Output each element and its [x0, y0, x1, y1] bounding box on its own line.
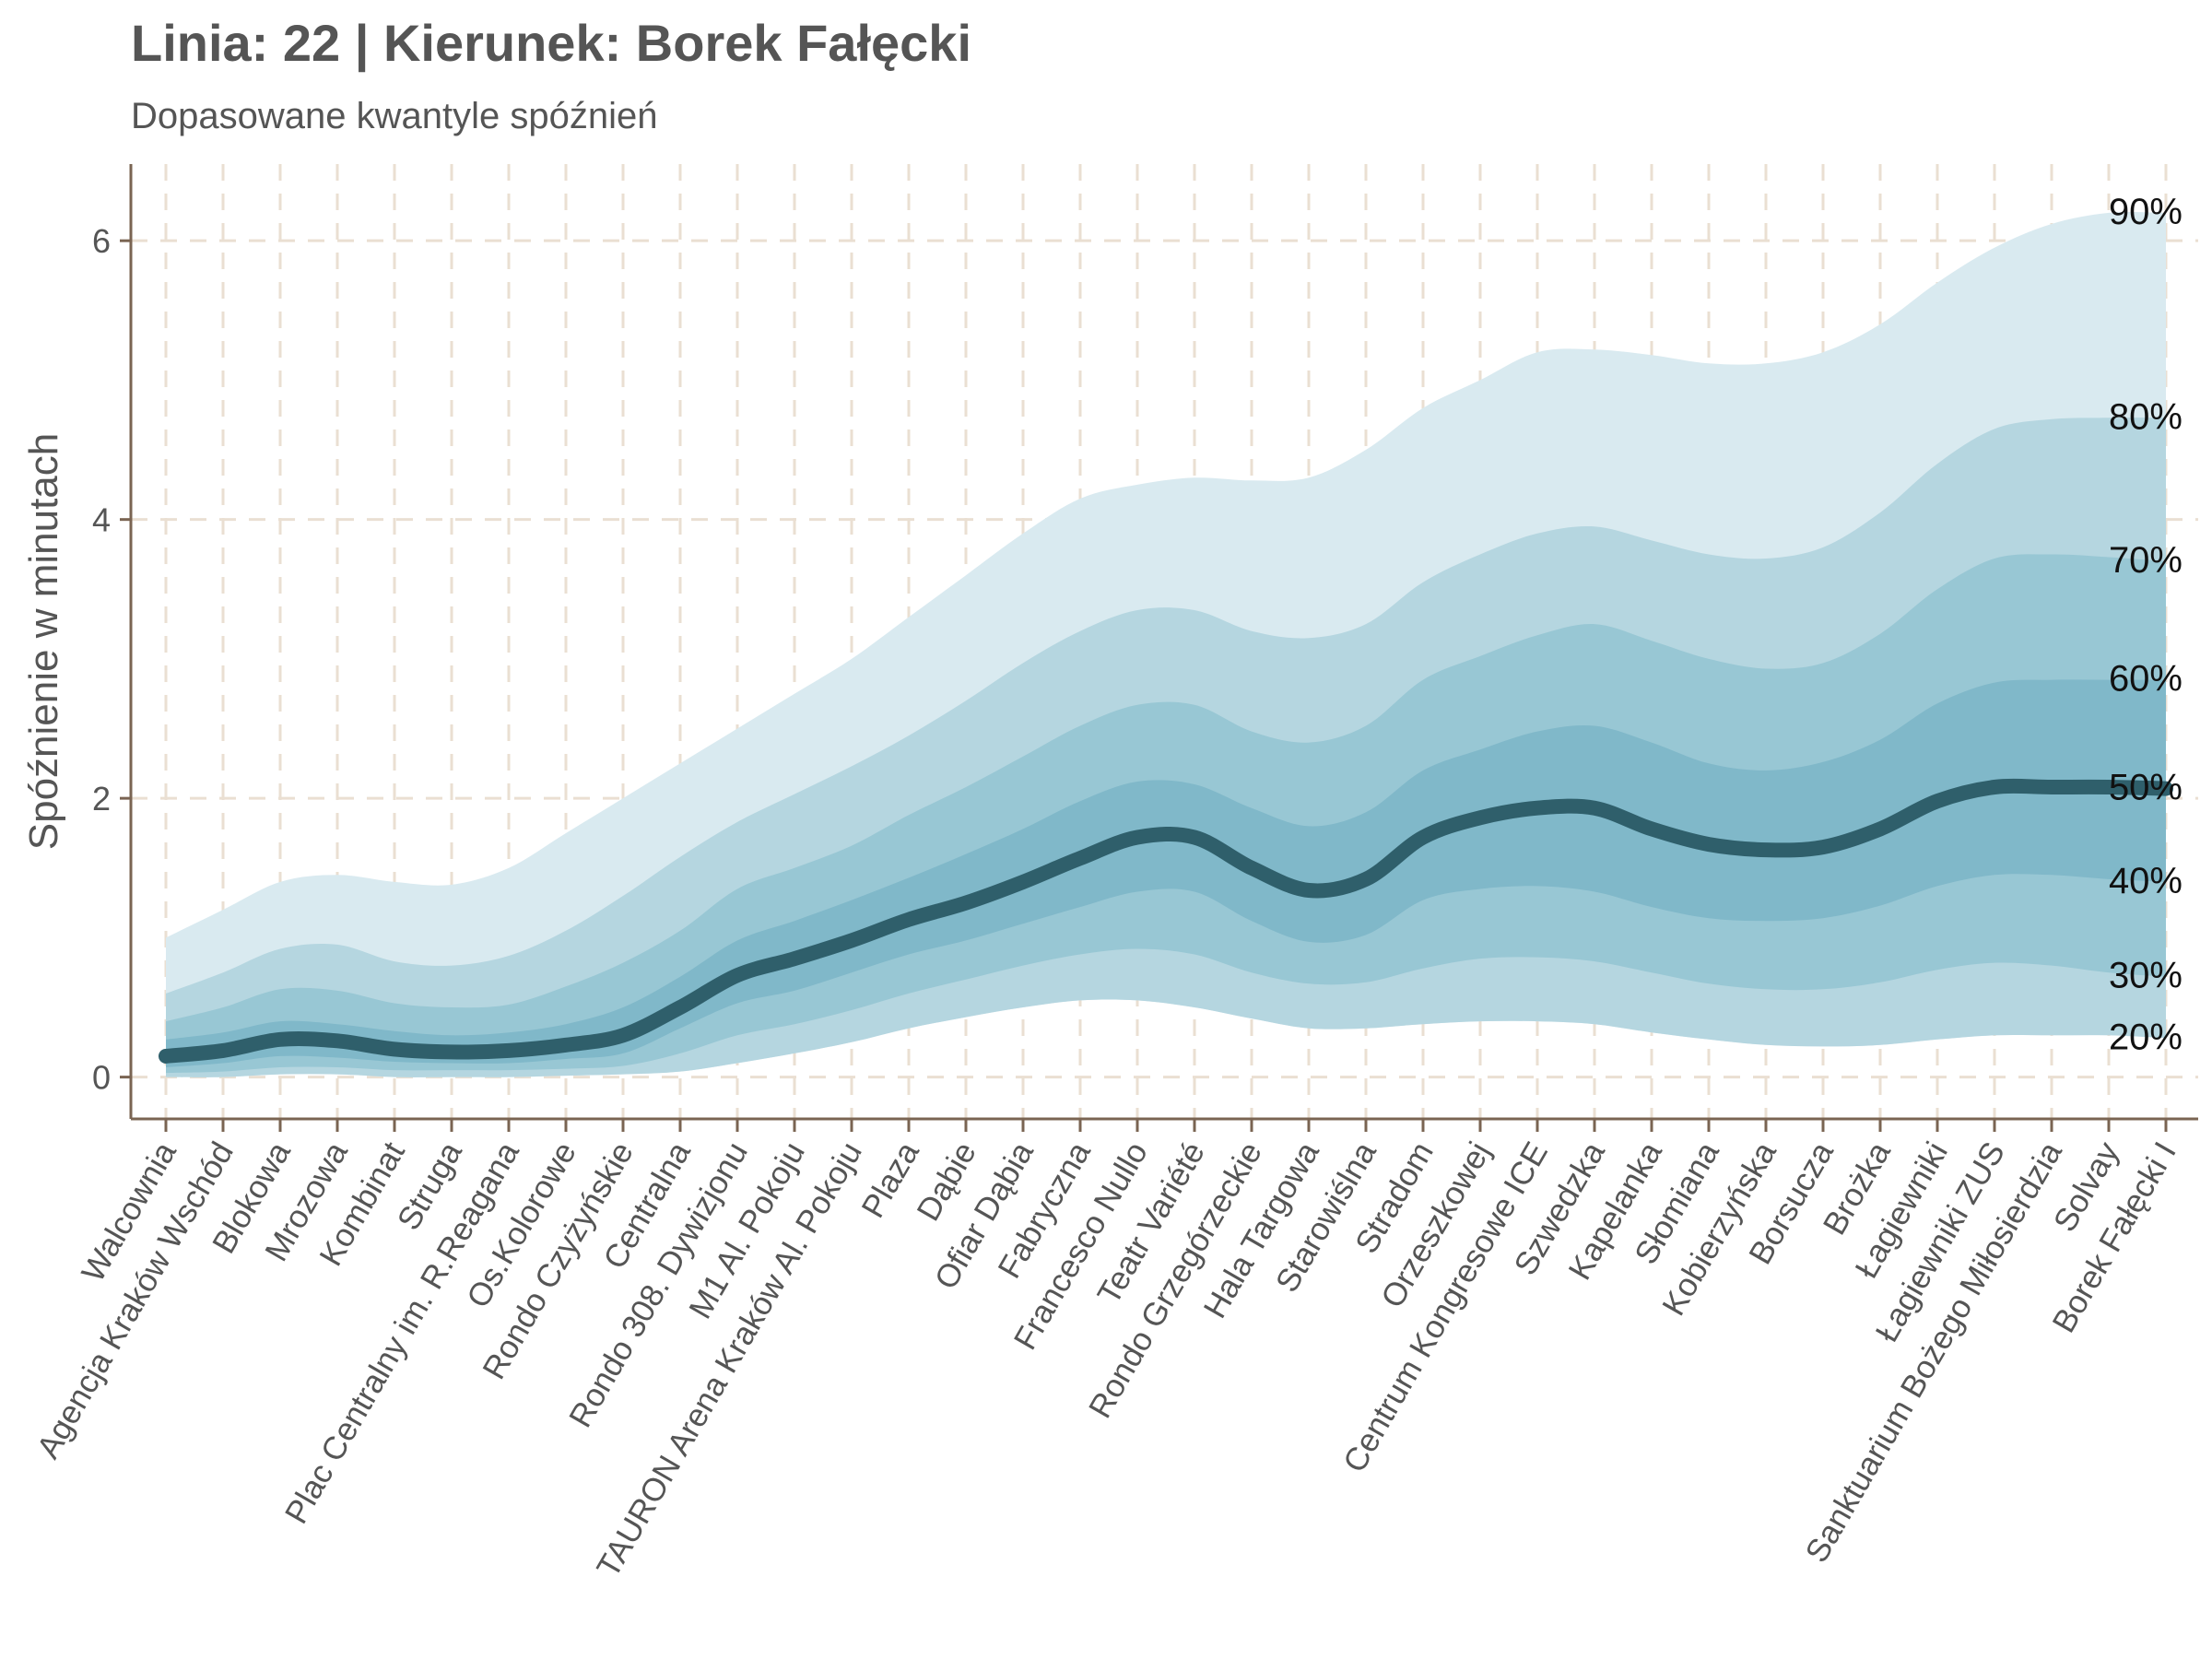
y-axis-title: Spóźnienie w minutach — [21, 433, 66, 850]
median-line — [159, 778, 2173, 1064]
quantile-label-90: 90% — [2109, 192, 2183, 232]
y-tick-label-3: 6 — [92, 222, 111, 260]
y-tick-label-0: 0 — [92, 1059, 111, 1097]
quantile-label-40: 40% — [2109, 861, 2183, 901]
quantile-label-20: 20% — [2109, 1017, 2183, 1057]
chart-subtitle: Dopasowane kwantyle spóźnień — [131, 96, 658, 136]
quantile-label-70: 70% — [2109, 540, 2183, 581]
median-layer — [159, 778, 2173, 1064]
y-tick-label-1: 2 — [92, 780, 111, 818]
band-layer — [166, 212, 2166, 1077]
quantile-label-80: 80% — [2109, 396, 2183, 437]
y-tick-label-2: 4 — [92, 501, 111, 539]
quantile-label-30: 30% — [2109, 956, 2183, 996]
label-layer: 90% 80% 70% 60% 50% 40% 30% 20% — [2109, 192, 2183, 1057]
chart-title: Linia: 22 | Kierunek: Borek Fałęcki — [131, 14, 971, 72]
quantile-label-50: 50% — [2109, 768, 2183, 808]
quantile-label-60: 60% — [2109, 659, 2183, 700]
band-60%-40% — [166, 679, 2166, 1067]
